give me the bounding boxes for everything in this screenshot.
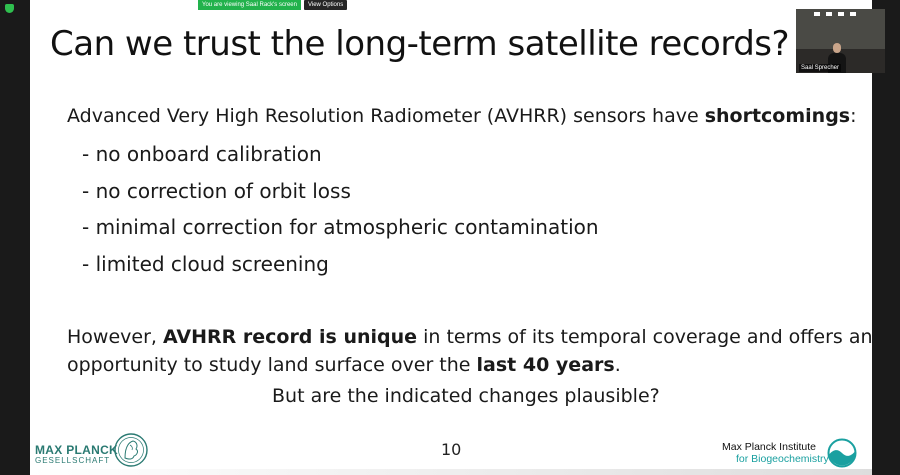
right-frame [872,0,900,475]
p2-bold-years: last 40 years [476,354,615,376]
p2-b: in terms of its temporal coverage and of… [417,326,873,348]
institute-name-line2: for Biogeochemistry [736,453,829,465]
shield-icon [5,4,14,13]
slide-bottom-edge [30,469,872,475]
share-banner: You are viewing Saal Rack's screen View … [198,0,348,10]
grid-icon[interactable] [838,12,844,16]
participant-name: Saal Sprecher [799,64,842,72]
expand-icon[interactable] [850,12,856,16]
list-item: - no correction of orbit loss [82,178,351,203]
minimize-icon[interactable] [814,12,820,16]
p2-c: opportunity to study land surface over t… [67,354,477,376]
view-options-button[interactable]: View Options [303,0,348,10]
p2-bold-unique: AVHRR record is unique [162,326,418,348]
institute-name: Max Planck Institute for Biogeochemistry [722,441,829,465]
list-item: - minimal correction for atmospheric con… [82,215,599,239]
p2-a: However, [67,326,163,348]
mpg-logo-line2: GESELLSCHAFT [35,456,111,465]
shortcomings-list: - no onboard calibration - no correction… [82,140,599,286]
intro-plain: Advanced Very High Resolution Radiometer… [67,105,705,127]
p2-d: . [614,354,621,376]
shared-slide [30,0,872,475]
minerva-logo-icon [114,433,148,467]
list-item: - limited cloud screening [82,251,329,276]
max-planck-society-logo: MAX PLANCK GESELLSCHAFT [35,444,118,466]
intro-text: Advanced Very High Resolution Radiometer… [67,105,857,127]
participant-video-tile[interactable]: Saal Sprecher [796,9,885,73]
list-item: - no onboard calibration [82,142,322,166]
intro-end: : [850,105,857,127]
page-number: 10 [441,440,462,459]
mpg-logo-line1: MAX PLANCK [35,443,118,457]
closing-question: But are the indicated changes plausible? [272,385,660,407]
video-tile-toolbar [796,9,885,19]
intro-bold: shortcomings [704,105,851,127]
institute-name-line1: Max Planck Institute [722,441,816,453]
slide-title: Can we trust the long-term satellite rec… [50,24,790,64]
viewing-status: You are viewing Saal Rack's screen [198,0,301,10]
layout-icon[interactable] [826,12,832,16]
uniqueness-paragraph: However, AVHRR record is unique in terms… [67,323,873,379]
speaker-head [833,43,841,53]
left-frame [0,0,30,475]
mpi-wave-logo-icon [827,438,857,468]
